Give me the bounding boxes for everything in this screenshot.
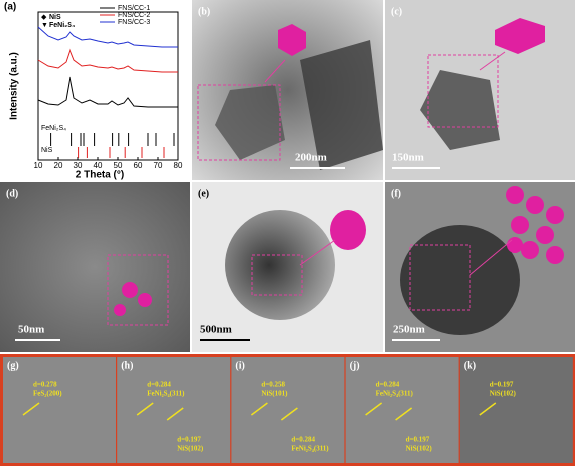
particle	[300, 40, 383, 170]
zoom-box	[107, 254, 169, 326]
lattice-plane: FeS₂(200)	[33, 390, 62, 398]
marker-label: FeNi₂S₄	[49, 22, 75, 29]
panel-label: (f)	[391, 188, 401, 199]
legend-label: FNS/CC-2	[118, 12, 150, 19]
hexagon-icon	[278, 24, 306, 56]
fringe-marker	[365, 402, 383, 416]
hrtem-image	[459, 357, 573, 463]
pointer	[264, 59, 286, 83]
lattice-plane: NiS(102)	[406, 445, 433, 453]
lattice-spacing: d=0.258	[261, 381, 285, 389]
scale-bar-label: 250nm	[393, 324, 425, 336]
x-axis-label: 2 Theta (°)	[76, 170, 124, 181]
x-tick-label: 10	[34, 161, 43, 170]
lattice-spacing: d=0.197	[177, 436, 201, 444]
scale-bar-label: 50nm	[18, 324, 44, 336]
fringe-marker	[250, 402, 268, 416]
panel-label: (k)	[464, 360, 476, 371]
lattice-plane: FeNi₂S₄(311)	[147, 390, 185, 398]
x-tick-label: 70	[154, 161, 163, 170]
xrd-plot: 10 20 30 40 50 60 70 80 FNS/CC-1FNS/CC-2FNS/CC-3…	[34, 5, 183, 170]
fringe-marker	[166, 407, 184, 421]
particle-cluster	[400, 225, 520, 335]
lattice-plane: FeNi₂S₄(311)	[291, 445, 329, 453]
marker-symbol: ◆	[41, 14, 47, 21]
hrtem-image	[345, 357, 459, 463]
x-tick-label: 30	[74, 161, 83, 170]
panel-label: (b)	[198, 6, 210, 17]
lattice-plane: NiS(102)	[490, 390, 517, 398]
panel-label: (g)	[7, 360, 19, 371]
hrtem-image	[117, 357, 231, 463]
fringe-marker	[395, 407, 413, 421]
zoom-box	[427, 54, 499, 128]
legend-label: FNS/CC-1	[118, 5, 150, 12]
plot-frame	[37, 11, 179, 161]
xrd-curve	[37, 48, 178, 73]
y-axis-label: Intensity (a.u.)	[9, 52, 20, 120]
lattice-spacing: d=0.197	[406, 436, 430, 444]
lattice-plane: NiS(102)	[177, 445, 204, 453]
pointer	[479, 51, 506, 71]
hrtem-panels: (g)d=0.278FeS₂(200)(h)d=0.284FeNi₂S₄(311…	[3, 357, 573, 463]
pointer	[299, 239, 336, 266]
lattice-spacing: d=0.284	[147, 381, 171, 389]
x-tick-label: 20	[54, 161, 63, 170]
lattice-spacing: d=0.278	[33, 381, 57, 389]
panel-label: (j)	[350, 360, 360, 371]
zoom-box	[197, 84, 281, 161]
scale-bar-label: 150nm	[392, 152, 424, 164]
marker-symbol: ▼	[41, 22, 48, 29]
fringe-marker	[22, 402, 40, 416]
x-tick-label: 60	[134, 161, 143, 170]
xrd-curve	[37, 76, 178, 108]
reference-label: NiS	[41, 147, 53, 154]
panel-label: (i)	[235, 360, 244, 371]
fringe-marker	[479, 402, 497, 416]
cluster-icon	[330, 210, 366, 250]
reference-label: FeNi₂S₄	[41, 125, 66, 132]
lattice-plane: FeNi₂S₄(311)	[376, 390, 414, 398]
particle	[215, 85, 285, 160]
xrd-curve	[37, 26, 178, 48]
x-tick-label: 40	[94, 161, 103, 170]
panel-label: (c)	[391, 6, 402, 17]
pointer	[469, 239, 513, 276]
fringe-marker	[136, 402, 154, 416]
lattice-spacing: d=0.197	[490, 381, 514, 389]
legend-label: FNS/CC-3	[118, 19, 150, 26]
x-tick-label: 50	[114, 161, 123, 170]
scale-bar-label: 500nm	[200, 324, 232, 336]
particle	[420, 70, 500, 150]
panel-label: (d)	[6, 188, 18, 199]
panel-label: (a)	[4, 2, 16, 13]
marker-label: NiS	[49, 14, 61, 21]
hrtem-image	[231, 357, 345, 463]
scale-bar-label: 200nm	[295, 152, 327, 164]
panel-label: (h)	[121, 360, 133, 371]
hrtem-image	[3, 357, 116, 463]
zoom-box	[409, 244, 471, 311]
fringe-marker	[280, 407, 298, 421]
lattice-plane: NiS(101)	[261, 390, 288, 398]
hexagon-icon	[495, 18, 545, 54]
zoom-box	[251, 254, 303, 296]
lattice-spacing: d=0.284	[291, 436, 315, 444]
lattice-spacing: d=0.284	[376, 381, 400, 389]
tem-image	[0, 182, 190, 352]
x-tick-label: 80	[174, 161, 183, 170]
panel-label: (e)	[198, 188, 209, 199]
particle-cluster	[225, 210, 335, 320]
